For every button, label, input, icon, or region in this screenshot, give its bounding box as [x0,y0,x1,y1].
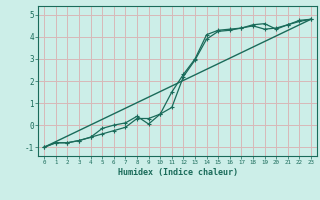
X-axis label: Humidex (Indice chaleur): Humidex (Indice chaleur) [118,168,238,177]
